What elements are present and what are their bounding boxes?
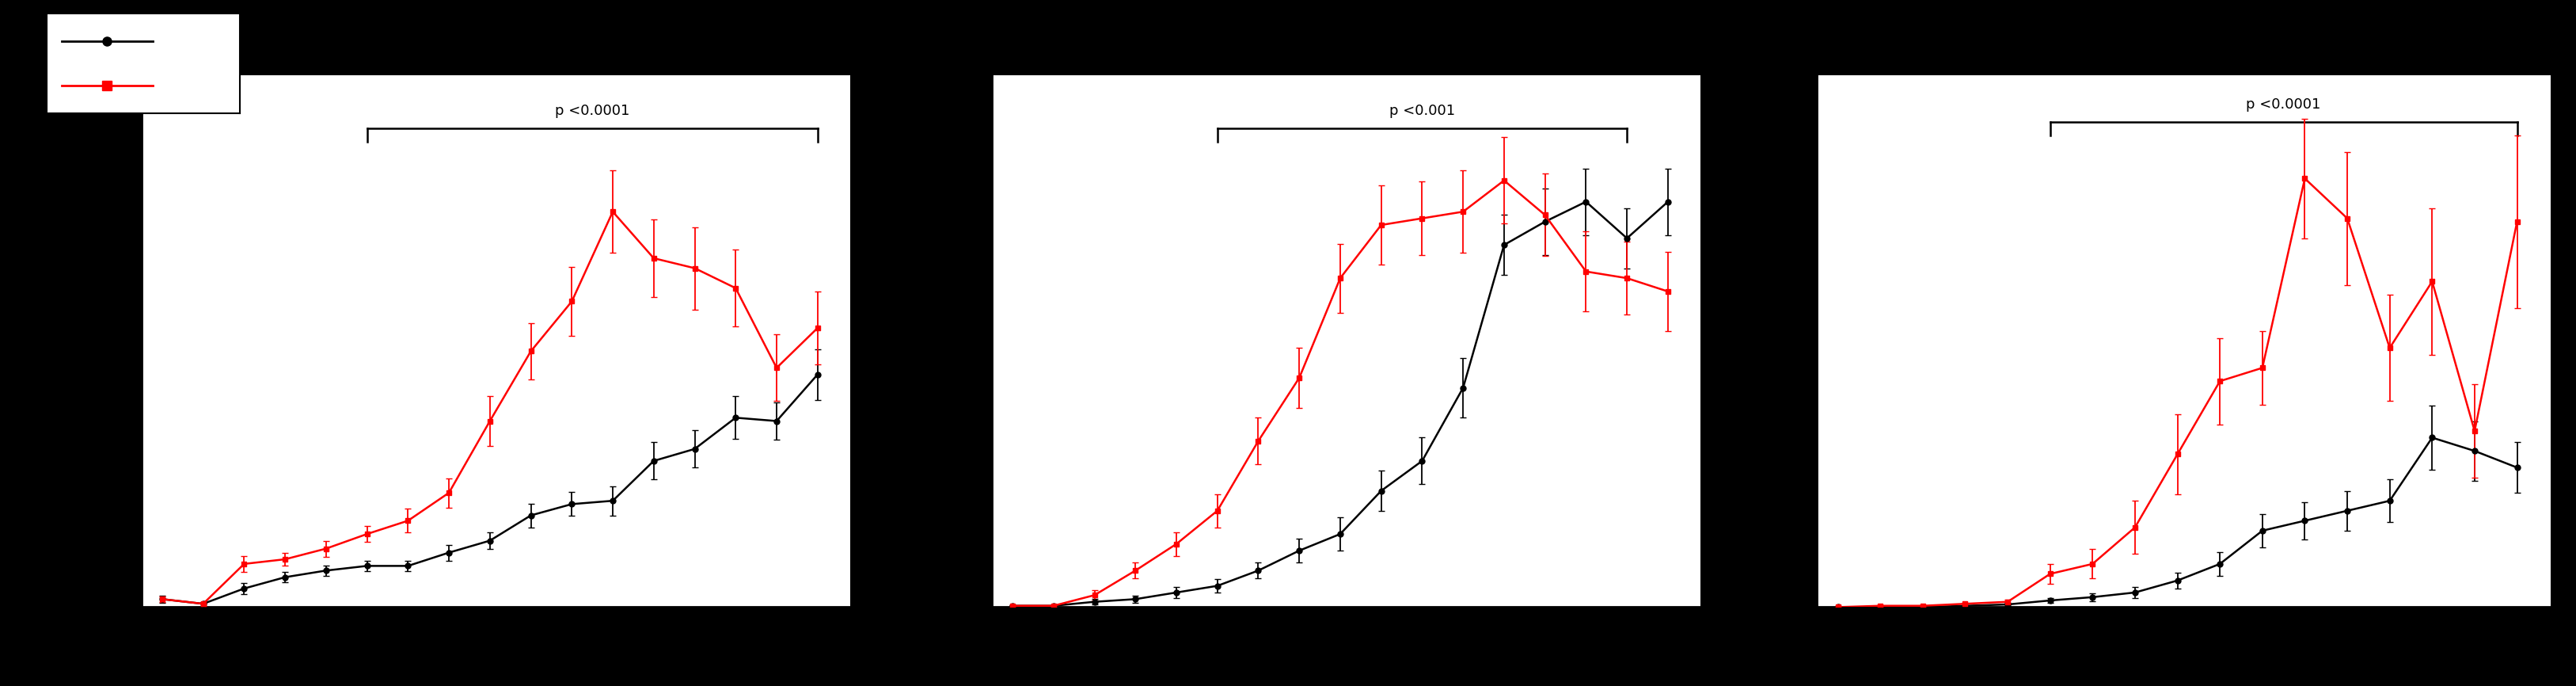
X-axis label: Days in vitro: Days in vitro (1291, 637, 1401, 652)
Y-axis label: Number of Network Spikes: Number of Network Spikes (1762, 225, 1777, 458)
Text: p <0.001: p <0.001 (1388, 104, 1455, 118)
Text: p <0.0001: p <0.0001 (554, 104, 629, 118)
X-axis label: Days in vitro: Days in vitro (2128, 637, 2239, 652)
Y-axis label: Bursts/min: Bursts/min (956, 294, 969, 388)
X-axis label: Days in vitro: Days in vitro (440, 637, 551, 652)
Text: p <0.0001: p <0.0001 (2246, 97, 2321, 111)
Y-axis label: MFR (Hz/AE): MFR (Hz/AE) (106, 287, 118, 395)
